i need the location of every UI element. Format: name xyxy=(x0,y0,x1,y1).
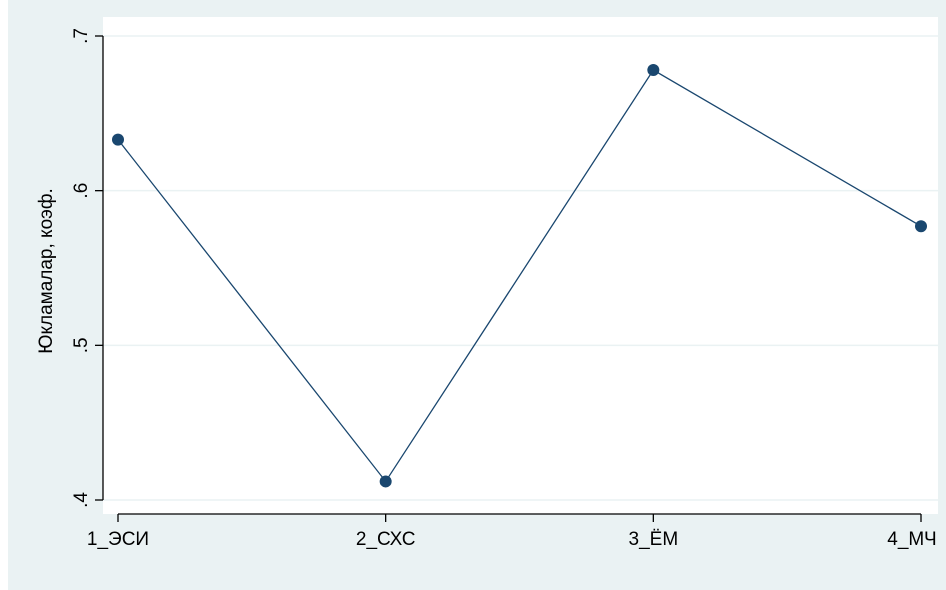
data-point-0-0 xyxy=(112,133,124,146)
y-axis-title: Юкламалар, коэф. xyxy=(36,188,57,353)
plot-area xyxy=(103,17,938,514)
x-tick-label-0: 1_ЭСИ xyxy=(87,529,149,550)
series-line-0 xyxy=(117,69,922,483)
y-tick-label-2: .6 xyxy=(71,183,92,199)
y-tick-label-3: .7 xyxy=(71,28,92,44)
x-tick-label-3: 4_МЧ xyxy=(887,529,936,550)
labels: .4 .5 .6 .7 1_ЭСИ 2_СХС 3_ЁМ 4_МЧ xyxy=(71,28,937,550)
data-point-0-3 xyxy=(915,220,927,233)
y-tick-label-1: .5 xyxy=(71,337,92,353)
x-tick-label-1: 2_СХС xyxy=(356,529,416,550)
x-tick-label-2: 3_ЁМ xyxy=(629,529,679,550)
series xyxy=(112,64,927,488)
axes xyxy=(95,35,922,522)
gridlines xyxy=(103,35,938,501)
y-tick-label-0: .4 xyxy=(71,492,92,508)
data-point-0-2 xyxy=(647,64,660,77)
data-point-0-1 xyxy=(379,475,392,488)
